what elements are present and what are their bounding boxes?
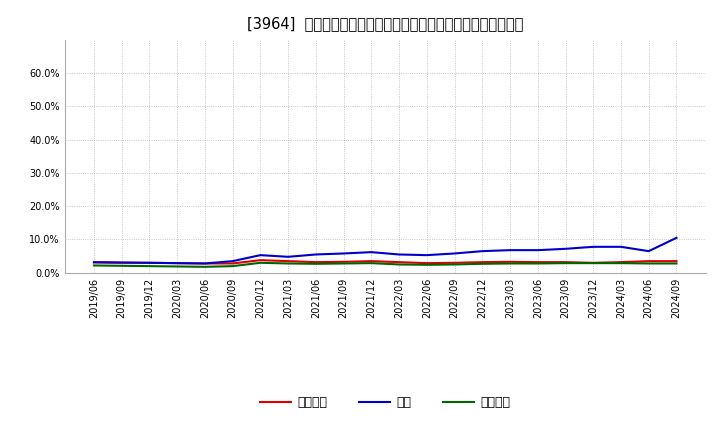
在庫 xyxy=(534,248,542,253)
在庫 xyxy=(201,261,210,266)
Line: 買入債務: 買入債務 xyxy=(94,263,677,267)
在庫 xyxy=(395,252,403,257)
在庫 xyxy=(256,253,265,258)
売上債権 xyxy=(423,260,431,266)
売上債権 xyxy=(561,260,570,265)
買入債務 xyxy=(228,264,237,269)
売上債権 xyxy=(505,259,514,264)
売上債権 xyxy=(644,258,653,264)
売上債権 xyxy=(201,261,210,266)
買入債務 xyxy=(395,262,403,267)
売上債権 xyxy=(339,259,348,264)
売上債権 xyxy=(145,260,154,265)
Title: [3964]  売上債権、在庫、買入債務の総資産に対する比率の推移: [3964] 売上債権、在庫、買入債務の総資産に対する比率の推移 xyxy=(247,16,523,32)
在庫 xyxy=(367,249,376,255)
売上債権 xyxy=(450,260,459,265)
売上債権 xyxy=(616,260,625,265)
買入債務 xyxy=(145,264,154,269)
買入債務 xyxy=(478,261,487,267)
売上債権 xyxy=(117,260,126,265)
売上債権 xyxy=(284,258,292,264)
売上債権 xyxy=(478,260,487,265)
Legend: 売上債権, 在庫, 買入債務: 売上債権, 在庫, 買入債務 xyxy=(255,391,516,414)
買入債務 xyxy=(644,261,653,266)
買入債務 xyxy=(173,264,181,269)
在庫 xyxy=(312,252,320,257)
在庫 xyxy=(561,246,570,251)
買入債務 xyxy=(339,261,348,266)
在庫 xyxy=(478,249,487,254)
買入債務 xyxy=(256,260,265,265)
売上債権 xyxy=(256,257,265,263)
在庫 xyxy=(173,260,181,266)
売上債権 xyxy=(672,258,681,264)
在庫 xyxy=(672,235,681,240)
売上債権 xyxy=(89,260,98,265)
売上債権 xyxy=(367,258,376,264)
買入債務 xyxy=(505,261,514,266)
在庫 xyxy=(423,253,431,258)
買入債務 xyxy=(450,262,459,267)
買入債務 xyxy=(367,260,376,266)
在庫 xyxy=(616,244,625,249)
買入債務 xyxy=(561,260,570,266)
Line: 在庫: 在庫 xyxy=(94,238,677,264)
買入債務 xyxy=(284,261,292,266)
買入債務 xyxy=(312,261,320,267)
買入債務 xyxy=(201,264,210,269)
在庫 xyxy=(145,260,154,265)
売上債権 xyxy=(534,260,542,265)
売上債権 xyxy=(228,261,237,266)
買入債務 xyxy=(616,260,625,266)
買入債務 xyxy=(534,261,542,266)
売上債権 xyxy=(312,260,320,265)
在庫 xyxy=(228,258,237,264)
買入債務 xyxy=(89,263,98,268)
在庫 xyxy=(117,260,126,265)
在庫 xyxy=(644,249,653,254)
在庫 xyxy=(505,248,514,253)
買入債務 xyxy=(589,260,598,266)
買入債務 xyxy=(423,262,431,268)
売上債権 xyxy=(395,260,403,265)
買入債務 xyxy=(672,261,681,266)
在庫 xyxy=(89,260,98,265)
Line: 売上債権: 売上債権 xyxy=(94,260,677,264)
売上債権 xyxy=(589,260,598,265)
在庫 xyxy=(589,244,598,249)
在庫 xyxy=(284,254,292,260)
在庫 xyxy=(450,251,459,256)
在庫 xyxy=(339,251,348,256)
売上債権 xyxy=(173,260,181,266)
買入債務 xyxy=(117,263,126,268)
